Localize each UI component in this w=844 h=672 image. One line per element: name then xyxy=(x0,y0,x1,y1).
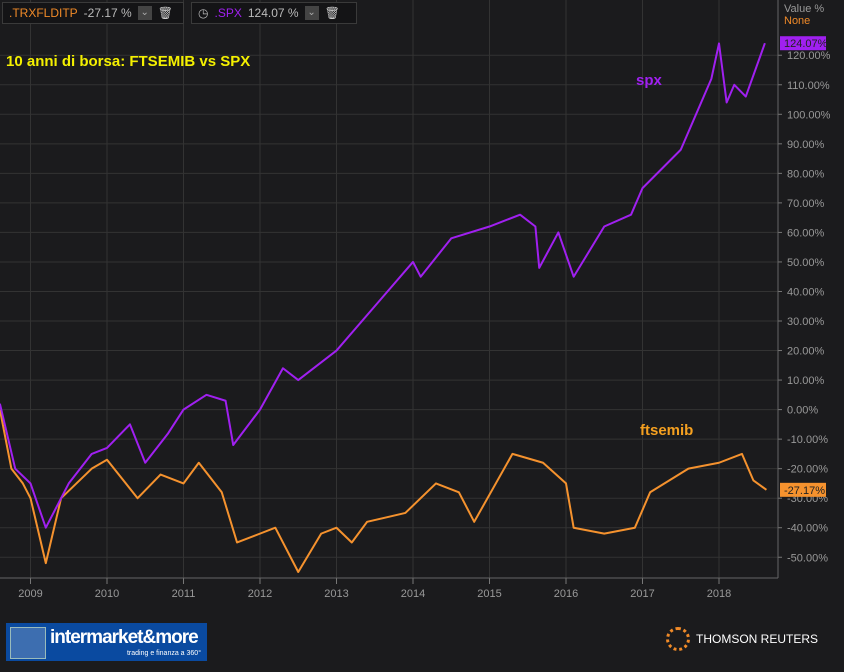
trash-icon[interactable]: 🗑 xyxy=(157,6,173,20)
x-tick-label: 2012 xyxy=(248,588,272,600)
x-tick-label: 2017 xyxy=(630,588,654,600)
y-tick-label: 110.00% xyxy=(787,80,830,92)
legend-symbol: .SPX xyxy=(214,6,242,20)
annotation-ftsemib: ftsemib xyxy=(640,422,694,439)
axis-header-mode[interactable]: None xyxy=(784,15,811,27)
x-tick-label: 2014 xyxy=(401,588,425,600)
last-value-label-spx: 124.07% xyxy=(784,38,828,50)
logo-tagline: trading e finanza a 360° xyxy=(126,650,201,657)
y-tick-label: 30.00% xyxy=(787,316,825,328)
y-tick-label: 40.00% xyxy=(787,286,825,298)
series-line-spx xyxy=(0,42,766,529)
logo-text: intermarket&more xyxy=(50,627,199,648)
y-tick-label: 100.00% xyxy=(787,109,831,121)
chart-logo-icon xyxy=(10,627,46,659)
chevron-down-icon[interactable]: ⌄ xyxy=(137,6,152,20)
legend-value: -27.17 % xyxy=(83,6,132,20)
last-value-box-ftsemib xyxy=(780,482,826,497)
reuters-dots-icon xyxy=(666,627,690,651)
thomson-reuters-logo: THOMSON REUTERS xyxy=(666,627,818,651)
y-tick-label: 90.00% xyxy=(787,139,825,151)
x-tick-label: 2010 xyxy=(95,588,119,600)
trash-icon[interactable]: 🗑 xyxy=(324,6,340,20)
y-tick-label: -10.00% xyxy=(787,434,828,446)
x-tick-label: 2015 xyxy=(477,588,501,600)
axis-header-label: Value % xyxy=(784,3,825,15)
logo-text: THOMSON REUTERS xyxy=(696,632,819,646)
legend-symbol: .TRXFLDITP xyxy=(9,6,78,20)
y-tick-label: 10.00% xyxy=(787,375,825,387)
last-value-label-ftsemib: -27.17% xyxy=(784,485,825,497)
y-tick-label: 60.00% xyxy=(787,227,825,239)
legend-item-trxflditp[interactable]: .TRXFLDITP -27.17 % ⌄ 🗑 xyxy=(2,2,184,24)
y-tick-label: -40.00% xyxy=(787,523,828,535)
legend-item-spx[interactable]: ◷ .SPX 124.07 % ⌄ 🗑 xyxy=(191,2,357,24)
clock-icon: ◷ xyxy=(198,6,209,20)
y-tick-label: 20.00% xyxy=(787,346,825,358)
y-tick-label: -50.00% xyxy=(787,552,828,564)
x-tick-label: 2009 xyxy=(18,588,42,600)
chart-area: 120.00% 110.00% 100.00% 90.00% 80.00% 70.00% 6… xyxy=(0,0,831,600)
y-tick-label: 120.00% xyxy=(787,50,831,62)
x-tick-label: 2011 xyxy=(172,588,196,600)
legend-value: 124.07 % xyxy=(247,6,299,20)
x-tick-label: 2016 xyxy=(554,588,578,600)
y-tick-label: 70.00% xyxy=(787,198,825,210)
x-tick-label: 2018 xyxy=(707,588,731,600)
x-tick-label: 2013 xyxy=(324,588,348,600)
y-tick-label: -20.00% xyxy=(787,464,828,476)
chevron-down-icon[interactable]: ⌄ xyxy=(304,6,319,20)
last-value-box-spx xyxy=(780,36,826,51)
y-tick-label: 80.00% xyxy=(787,168,825,180)
y-tick-label: 0.00% xyxy=(787,405,818,417)
series-line-ftsemib xyxy=(0,409,768,574)
annotation-spx: spx xyxy=(636,72,662,89)
intermarket-logo: intermarket&more trading e finanza a 360… xyxy=(6,623,207,661)
y-tick-label: 50.00% xyxy=(787,257,825,269)
chart-title: 10 anni di borsa: FTSEMIB vs SPX xyxy=(6,53,251,70)
